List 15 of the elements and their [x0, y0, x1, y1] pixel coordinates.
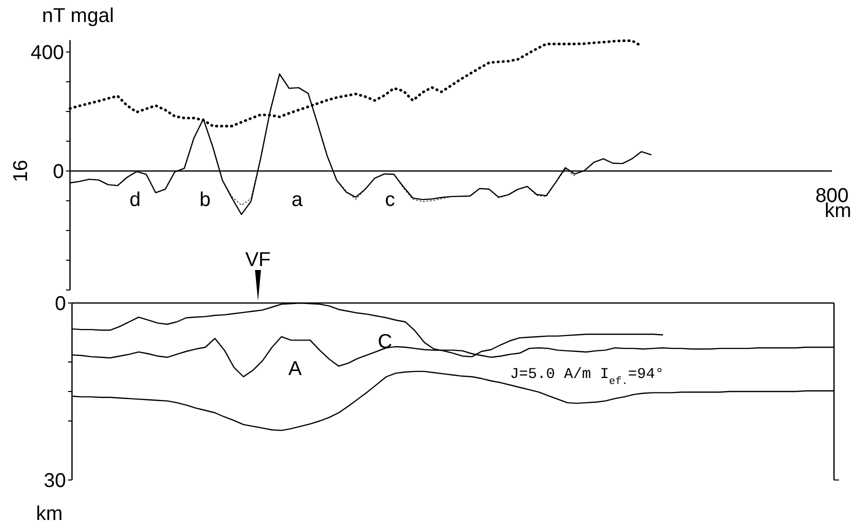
y-axis-title: nT mgal: [42, 5, 114, 27]
annotation: VF: [245, 249, 271, 271]
y-tick-label: 0: [54, 293, 66, 315]
annotation: b: [199, 189, 211, 211]
annotation: a: [291, 189, 304, 211]
annotation: A: [288, 358, 302, 380]
y-tick-label: 400: [30, 42, 64, 64]
y-tick-label: 30: [44, 470, 66, 492]
text: 16: [10, 160, 32, 182]
annotation: J=5.0 A/m I$_{ef.}$=94°: [510, 366, 664, 388]
annotation: c: [385, 189, 395, 211]
annotation: C: [378, 331, 392, 353]
y-axis-title: km: [36, 503, 63, 525]
y-tick-label: 0: [52, 161, 64, 183]
annotation: d: [129, 189, 141, 211]
